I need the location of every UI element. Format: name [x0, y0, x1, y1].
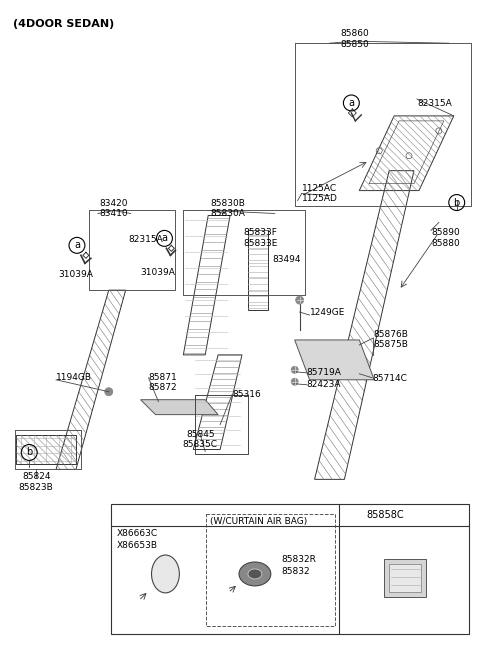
- Text: 85832R: 85832R: [282, 555, 317, 564]
- Text: 85824
85823B: 85824 85823B: [19, 472, 54, 492]
- Text: 82315A: 82315A: [129, 236, 163, 245]
- Circle shape: [105, 388, 113, 396]
- Text: 31039A: 31039A: [141, 268, 176, 277]
- Ellipse shape: [239, 562, 271, 586]
- Text: X86663C: X86663C: [117, 529, 158, 538]
- Bar: [389, 564, 421, 592]
- Text: 85832: 85832: [282, 567, 311, 576]
- Ellipse shape: [248, 569, 262, 579]
- Text: 83494: 83494: [273, 255, 301, 264]
- Bar: [384, 559, 426, 597]
- Text: a: a: [128, 510, 133, 520]
- Text: (4DOOR SEDAN): (4DOOR SEDAN): [13, 19, 115, 30]
- Circle shape: [291, 366, 298, 373]
- Text: 82423A: 82423A: [307, 380, 341, 389]
- Text: (W/CURTAIN AIR BAG): (W/CURTAIN AIR BAG): [210, 517, 307, 526]
- Text: 85719A: 85719A: [307, 368, 341, 377]
- Circle shape: [291, 379, 298, 385]
- Text: 1194GB: 1194GB: [56, 373, 92, 382]
- Text: 82315A: 82315A: [417, 99, 452, 108]
- Text: 85858C: 85858C: [366, 510, 404, 520]
- Text: b: b: [454, 197, 460, 207]
- Text: a: a: [161, 234, 168, 243]
- Text: 83420
83410: 83420 83410: [99, 199, 128, 218]
- Text: 85316: 85316: [232, 390, 261, 399]
- Text: 85714C: 85714C: [372, 374, 407, 383]
- Text: 85876B
85875B: 85876B 85875B: [373, 330, 408, 350]
- Text: b: b: [346, 510, 352, 520]
- Circle shape: [296, 296, 304, 304]
- Bar: [111, 504, 468, 634]
- Text: b: b: [26, 447, 32, 457]
- Text: 85890
85880: 85890 85880: [431, 228, 460, 248]
- Bar: [206, 514, 336, 626]
- Text: a: a: [348, 98, 354, 108]
- Text: 85833F
85833E: 85833F 85833E: [243, 228, 277, 248]
- Text: 85845
85835C: 85845 85835C: [183, 430, 218, 449]
- Text: 85860
85850: 85860 85850: [340, 30, 369, 49]
- Text: a: a: [74, 240, 80, 251]
- Polygon shape: [295, 340, 374, 380]
- Text: 1125AC
1125AD: 1125AC 1125AD: [301, 184, 337, 203]
- Polygon shape: [141, 400, 218, 415]
- Text: 1249GE: 1249GE: [310, 308, 345, 317]
- Text: 31039A: 31039A: [58, 270, 93, 279]
- Ellipse shape: [152, 555, 180, 593]
- Text: 85830B
85830A: 85830B 85830A: [210, 199, 245, 218]
- Text: 85871
85872: 85871 85872: [148, 373, 177, 392]
- Text: X86653B: X86653B: [117, 541, 158, 550]
